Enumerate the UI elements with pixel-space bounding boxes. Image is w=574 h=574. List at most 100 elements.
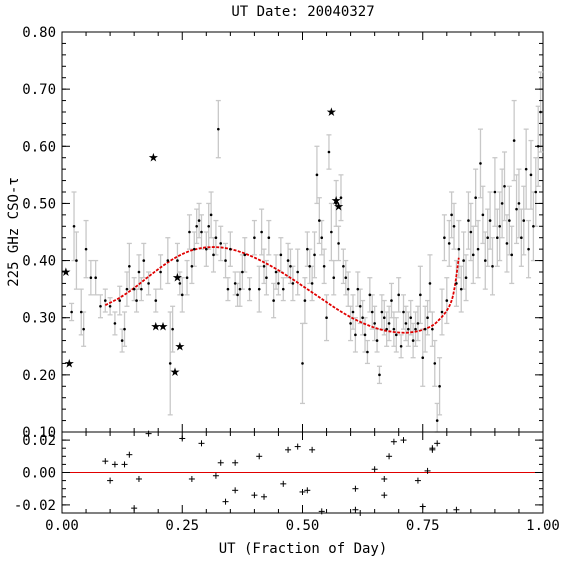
- outlier-star: ★: [331, 194, 342, 208]
- y-tick-label: 0.60: [22, 139, 56, 155]
- data-point: [464, 276, 468, 280]
- data-point: [190, 264, 194, 268]
- data-point: [387, 322, 391, 325]
- data-point: [414, 327, 417, 331]
- data-point: [147, 282, 150, 285]
- data-point: [491, 264, 494, 268]
- data-point: [399, 344, 403, 348]
- data-point: [496, 236, 499, 240]
- data-point: [195, 224, 198, 228]
- data-point: [339, 196, 343, 200]
- data-point: [253, 236, 256, 240]
- data-point: [433, 362, 437, 365]
- data-point: [363, 333, 367, 337]
- data-point: [402, 310, 405, 314]
- data-point: [527, 247, 530, 251]
- y-tick-label: 0.20: [22, 368, 56, 384]
- data-point: [272, 299, 275, 302]
- data-point: [361, 316, 364, 320]
- data-point: [503, 184, 506, 188]
- data-point: [140, 287, 143, 291]
- data-point: [322, 264, 326, 268]
- data-point: [238, 287, 242, 291]
- resid-y-tick-label: -0.02: [14, 498, 56, 514]
- data-point: [373, 322, 376, 325]
- data-point: [443, 236, 446, 240]
- data-point: [445, 299, 449, 302]
- data-point: [94, 276, 97, 280]
- data-point: [224, 259, 227, 262]
- data-point: [334, 202, 338, 205]
- data-point: [450, 213, 453, 217]
- data-point: [486, 236, 489, 240]
- data-point: [118, 299, 122, 302]
- data-point: [488, 219, 492, 222]
- y-axis-title: 225 GHz CSO-τ: [6, 177, 22, 287]
- data-point: [380, 310, 384, 314]
- data-point: [226, 287, 230, 291]
- data-point: [315, 173, 319, 177]
- resid-y-tick-label: 0.00: [22, 466, 56, 482]
- data-point: [479, 162, 482, 165]
- data-point: [296, 270, 299, 274]
- data-point: [416, 322, 420, 325]
- data-point: [89, 276, 93, 280]
- data-point: [260, 230, 263, 234]
- data-point: [421, 356, 425, 360]
- data-point: [301, 362, 304, 365]
- data-point: [262, 264, 266, 268]
- data-point: [346, 287, 350, 291]
- main-x-ticks: [61, 32, 544, 432]
- data-point: [438, 384, 441, 388]
- data-point: [159, 270, 162, 274]
- data-point: [447, 242, 451, 245]
- data-point: [265, 276, 268, 280]
- data-point: [411, 339, 415, 342]
- main-plot-panel: ★★★★★★★★★★★ 0.10 0.20 0.30 0.40 0.50 0.60 0.70…: [22, 25, 544, 441]
- x-axis-title: UT (Fraction of Day): [219, 541, 388, 557]
- data-point: [532, 224, 535, 228]
- x-tick-label: 0.75: [406, 518, 440, 534]
- data-point: [337, 242, 340, 245]
- data-point: [428, 282, 432, 285]
- data-point: [72, 224, 76, 228]
- data-point: [267, 236, 271, 240]
- x-tick-label: 0.25: [165, 518, 199, 534]
- data-point: [166, 259, 170, 262]
- y-tick-label: 0.50: [22, 196, 56, 212]
- data-point: [419, 293, 422, 297]
- data-point: [70, 310, 73, 314]
- y-tick-label: 0.70: [22, 82, 56, 98]
- data-point: [426, 316, 429, 320]
- data-point: [397, 293, 401, 297]
- data-point: [168, 362, 172, 365]
- data-point: [325, 316, 328, 320]
- data-point: [510, 253, 514, 257]
- data-point: [318, 219, 321, 222]
- y-tick-label: 0.40: [22, 254, 56, 270]
- data-point: [474, 196, 477, 200]
- data-point: [375, 339, 379, 342]
- data-point: [394, 333, 398, 337]
- data-point: [330, 230, 333, 234]
- data-point: [522, 219, 526, 222]
- outlier-star: ★: [150, 319, 161, 333]
- data-point: [82, 327, 85, 331]
- data-point: [366, 350, 369, 354]
- data-point: [440, 310, 444, 314]
- data-point: [171, 327, 174, 331]
- data-point: [306, 247, 309, 251]
- data-point: [185, 276, 189, 280]
- resid-y-tick-label: 0.02: [22, 433, 56, 449]
- data-point: [457, 247, 461, 251]
- data-point: [356, 287, 360, 291]
- outlier-star: ★: [170, 365, 181, 379]
- data-point: [243, 253, 247, 257]
- error-bars-group: [69, 71, 544, 433]
- x-tick-label: 0.50: [286, 518, 320, 534]
- data-point: [123, 327, 126, 331]
- x-tick-label: 0.00: [45, 518, 79, 534]
- data-point: [378, 373, 381, 377]
- data-point: [113, 322, 117, 325]
